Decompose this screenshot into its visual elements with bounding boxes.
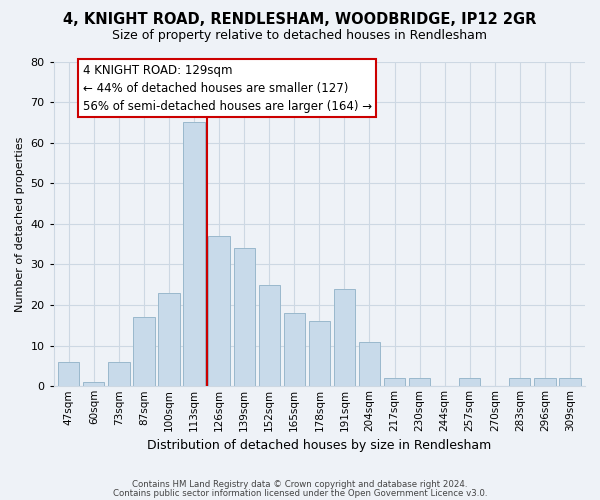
Bar <box>309 322 330 386</box>
Bar <box>108 362 130 386</box>
Bar <box>233 248 255 386</box>
Bar <box>534 378 556 386</box>
Bar <box>259 285 280 386</box>
Bar <box>284 313 305 386</box>
Text: Size of property relative to detached houses in Rendlesham: Size of property relative to detached ho… <box>113 29 487 42</box>
Text: 4, KNIGHT ROAD, RENDLESHAM, WOODBRIDGE, IP12 2GR: 4, KNIGHT ROAD, RENDLESHAM, WOODBRIDGE, … <box>64 12 536 28</box>
Bar <box>409 378 430 386</box>
Bar <box>509 378 530 386</box>
Bar <box>158 293 179 386</box>
Text: Contains public sector information licensed under the Open Government Licence v3: Contains public sector information licen… <box>113 488 487 498</box>
Text: Contains HM Land Registry data © Crown copyright and database right 2024.: Contains HM Land Registry data © Crown c… <box>132 480 468 489</box>
Bar <box>559 378 581 386</box>
Bar <box>334 289 355 386</box>
Bar <box>58 362 79 386</box>
Bar <box>459 378 481 386</box>
Text: 4 KNIGHT ROAD: 129sqm
← 44% of detached houses are smaller (127)
56% of semi-det: 4 KNIGHT ROAD: 129sqm ← 44% of detached … <box>83 64 371 112</box>
Bar <box>384 378 405 386</box>
Bar <box>359 342 380 386</box>
Bar <box>83 382 104 386</box>
Bar <box>133 318 155 386</box>
X-axis label: Distribution of detached houses by size in Rendlesham: Distribution of detached houses by size … <box>147 440 491 452</box>
Bar <box>208 236 230 386</box>
Y-axis label: Number of detached properties: Number of detached properties <box>15 136 25 312</box>
Bar <box>184 122 205 386</box>
